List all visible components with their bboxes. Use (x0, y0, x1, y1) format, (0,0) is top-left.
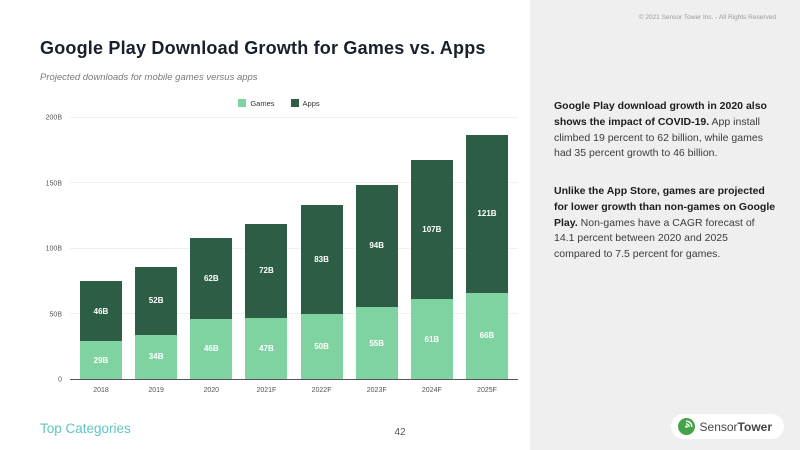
plot-wrap: 0 50B 100B 150B 200B 29B 46B 2018 34B 52B 2019 46B… (46, 115, 518, 394)
bar-segment-games: 46B (190, 318, 233, 379)
main-content: Google Play Download Growth for Games vs… (40, 38, 518, 438)
legend-label: Games (250, 98, 275, 108)
legend-label: Apps (302, 98, 320, 108)
legend-item: Games (238, 98, 275, 108)
paragraph-text: App install climbed 19 percent to 62 bil… (554, 115, 763, 160)
bar-stack: 50B 83B (300, 118, 343, 379)
bar-value-label: 34B (148, 352, 164, 362)
gridline (70, 247, 518, 249)
bar-segment-apps: 52B (135, 266, 178, 335)
y-tick-label: 0 (58, 376, 62, 384)
bar-stack: 55B 94B (355, 118, 398, 379)
gridline (70, 182, 518, 184)
page-subtitle: Projected downloads for mobile games ver… (40, 72, 258, 83)
logo-text: SensorTower (699, 419, 772, 434)
bar-2021F: 47B 72B 2021F (245, 118, 288, 394)
bar-segment-apps: 72B (245, 223, 288, 318)
bar-2025F: 66B 121B 2025F (465, 118, 508, 394)
y-tick-label: 50B (49, 311, 62, 318)
bar-value-label: 55B (369, 338, 385, 348)
sidebar-paragraph-1: Google Play download growth in 2020 also… (554, 99, 776, 162)
bar-stack: 46B 62B (190, 118, 233, 379)
page-title: Google Play Download Growth for Games vs… (40, 38, 486, 58)
bar-value-label: 66B (479, 331, 495, 341)
x-tick-label: 2021F (256, 387, 277, 394)
x-tick-label: 2020 (203, 387, 220, 394)
bar-segment-apps: 83B (300, 205, 343, 314)
bar-2018: 29B 46B 2018 (80, 118, 122, 394)
y-tick-label: 150B (45, 180, 62, 187)
gridline (70, 312, 518, 314)
bar-segment-games: 55B (355, 307, 398, 379)
bar-2024F: 61B 107B 2024F (410, 118, 453, 394)
bars: 29B 46B 2018 34B 52B 2019 46B 62B 2020 47B 72B 2021… (70, 118, 518, 394)
x-tick-label: 2022F (311, 387, 332, 394)
bar-value-label: 29B (93, 355, 109, 365)
bar-2022F: 50B 83B 2022F (300, 118, 343, 394)
bar-segment-games: 61B (410, 299, 453, 379)
bar-stack: 47B 72B (245, 118, 288, 379)
x-tick-label: 2025F (477, 387, 497, 394)
bar-segment-apps: 107B (410, 159, 453, 300)
bar-value-label: 46B (203, 344, 219, 354)
stacked-bar-chart: Games Apps 0 50B 100B 150B 200B 29B 46B 2018 34… (40, 96, 518, 396)
sidebar-paragraph-2: Unlike the App Store, games are projecte… (554, 184, 776, 263)
x-tick-label: 2018 (93, 387, 109, 394)
bar-stack: 34B 52B (135, 118, 178, 379)
bar-2023F: 55B 94B 2023F (355, 118, 398, 394)
bar-stack: 66B 121B (465, 118, 508, 379)
sensortower-logo: SensorTower (670, 414, 784, 439)
bar-segment-games: 34B (135, 334, 178, 379)
bar-value-label: 61B (424, 334, 440, 344)
bar-value-label: 50B (314, 341, 329, 351)
apps-swatch (290, 99, 299, 107)
y-tick-label: 200B (45, 114, 62, 122)
bar-segment-games: 47B (245, 317, 288, 379)
x-tick-label: 2019 (148, 387, 164, 394)
bar-2020: 46B 62B 2020 (190, 118, 233, 394)
section-label: Top Categories (40, 421, 131, 436)
bar-2019: 34B 52B 2019 (135, 118, 178, 394)
x-tick-label: 2024F (421, 387, 442, 394)
bar-segment-apps: 121B (465, 134, 508, 293)
bar-segment-apps: 94B (355, 184, 398, 308)
bar-stack: 61B 107B (410, 118, 453, 379)
gridline (70, 117, 518, 118)
legend-item: Apps (290, 98, 320, 108)
bar-segment-games: 66B (465, 292, 508, 379)
x-tick-label: 2023F (366, 387, 387, 394)
bar-segment-games: 29B (80, 341, 122, 379)
sensortower-logo-icon (677, 418, 695, 435)
plot-area: 29B 46B 2018 34B 52B 2019 46B 62B 2020 47B 72B 2021… (70, 117, 518, 394)
bar-stack: 29B 46B (80, 118, 122, 379)
paragraph-bold: Google Play download growth in 2020 also… (554, 100, 767, 128)
bar-value-label: 72B (259, 266, 274, 276)
bar-segment-apps: 46B (80, 281, 122, 342)
bar-value-label: 83B (314, 255, 329, 265)
copyright-text: © 2021 Sensor Tower Inc. - All Rights Re… (638, 14, 776, 21)
bar-segment-games: 50B (300, 313, 343, 379)
games-swatch (238, 99, 247, 107)
bar-value-label: 94B (369, 241, 385, 251)
page-number: 42 (394, 427, 406, 438)
bar-value-label: 62B (203, 274, 219, 284)
sidebar: © 2021 Sensor Tower Inc. - All Rights Re… (530, 0, 800, 450)
paragraph-bold: Unlike the App Store, games are projecte… (554, 185, 776, 229)
chart-legend: Games Apps (40, 96, 518, 110)
bar-value-label: 46B (93, 306, 109, 316)
paragraph-text: Non-games have a CAGR forecast of 14.1 p… (554, 216, 755, 261)
bar-value-label: 121B (477, 209, 497, 219)
bar-value-label: 52B (148, 296, 164, 306)
y-axis: 0 50B 100B 150B 200B (38, 114, 66, 384)
y-tick-label: 100B (45, 245, 62, 253)
bar-segment-apps: 62B (190, 238, 233, 319)
bar-value-label: 47B (259, 343, 274, 353)
bar-value-label: 107B (422, 225, 442, 235)
